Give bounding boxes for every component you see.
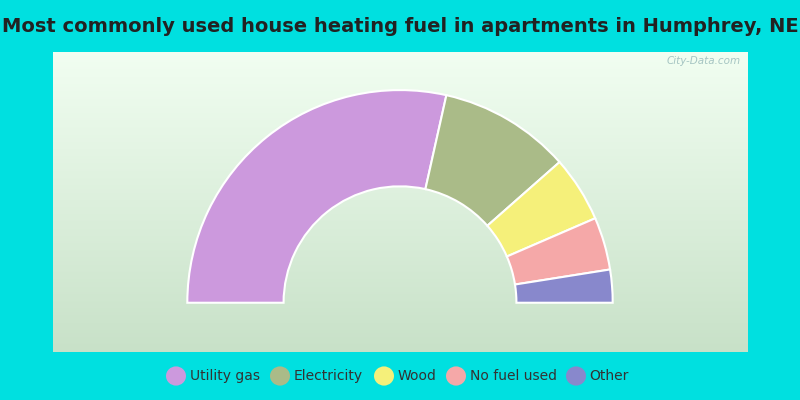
Ellipse shape bbox=[166, 366, 186, 386]
Text: Electricity: Electricity bbox=[294, 369, 362, 383]
Text: Other: Other bbox=[590, 369, 629, 383]
Text: City-Data.com: City-Data.com bbox=[666, 56, 740, 66]
Wedge shape bbox=[426, 95, 559, 226]
Text: Wood: Wood bbox=[398, 369, 437, 383]
Ellipse shape bbox=[446, 366, 466, 386]
Wedge shape bbox=[515, 270, 613, 303]
Text: Utility gas: Utility gas bbox=[190, 369, 259, 383]
Wedge shape bbox=[487, 162, 595, 256]
Wedge shape bbox=[507, 218, 610, 284]
Wedge shape bbox=[187, 90, 446, 303]
Ellipse shape bbox=[270, 366, 290, 386]
Ellipse shape bbox=[566, 366, 586, 386]
Text: No fuel used: No fuel used bbox=[470, 369, 557, 383]
Text: Most commonly used house heating fuel in apartments in Humphrey, NE: Most commonly used house heating fuel in… bbox=[2, 16, 798, 36]
Ellipse shape bbox=[374, 366, 394, 386]
